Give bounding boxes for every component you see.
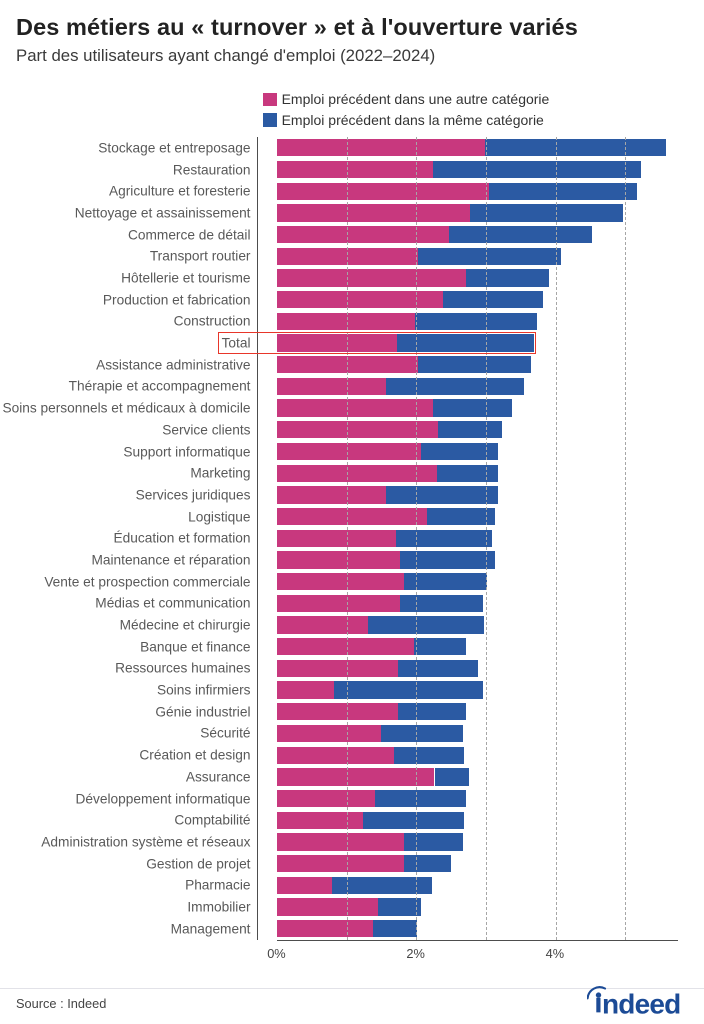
svg-text:ndeed: ndeed	[602, 988, 680, 1015]
